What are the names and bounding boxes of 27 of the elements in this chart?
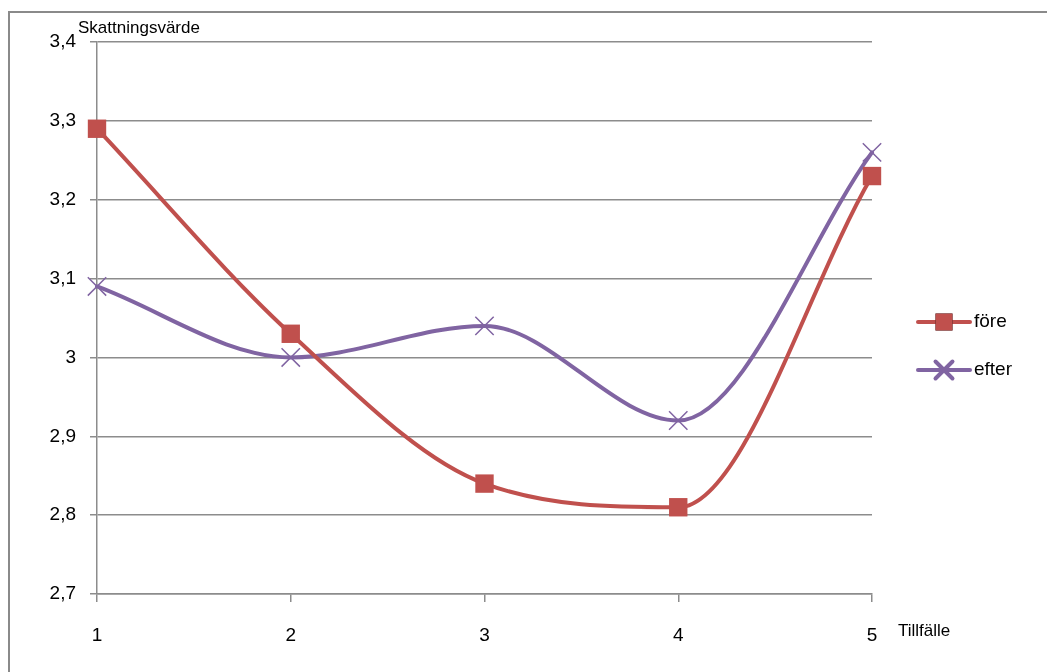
- y-tick-label: 3,3: [49, 109, 76, 131]
- y-axis-title: Skattningsvärde: [78, 18, 200, 37]
- point: [281, 324, 300, 343]
- point: [87, 276, 107, 297]
- point: [87, 119, 107, 138]
- legend-label: efter: [974, 358, 1013, 380]
- point: [280, 347, 301, 368]
- point: [669, 498, 688, 517]
- y-tick-label: 3: [65, 345, 76, 367]
- legend-label: före: [974, 310, 1007, 332]
- point: [862, 142, 882, 163]
- y-tick-label: 2,7: [49, 582, 76, 604]
- x-tick-label: 5: [866, 623, 878, 645]
- x-axis-title: Tillfälle: [898, 620, 951, 640]
- y-tick-label: 2,9: [49, 424, 76, 446]
- x-tick-label: 2: [285, 623, 297, 645]
- y-tick-label: 3,1: [49, 266, 76, 288]
- x-tick-label: 1: [91, 623, 103, 645]
- y-tick-label: 3,2: [49, 187, 76, 209]
- point: [668, 410, 689, 431]
- y-tick-label: 3,4: [49, 30, 77, 52]
- x-tick-label: 3: [479, 623, 490, 645]
- x-tick-label: 4: [672, 623, 684, 645]
- point: [474, 315, 495, 336]
- y-tick-label: 2,8: [49, 503, 76, 525]
- point: [862, 166, 882, 186]
- point: [475, 474, 494, 493]
